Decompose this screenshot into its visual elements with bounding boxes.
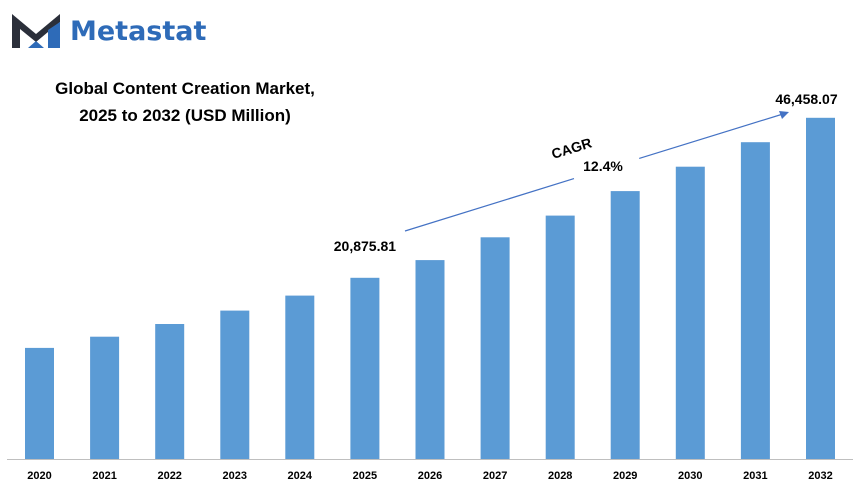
x-tick-label: 2027: [483, 470, 507, 482]
data-label-2032: 46,458.07: [775, 91, 837, 107]
bar-2025: [350, 277, 380, 459]
cagr-arrow-segment: [404, 178, 575, 232]
x-tick-label: 2030: [678, 470, 702, 482]
data-labels: 20,875.81 46,458.07: [334, 91, 838, 254]
bar-2024: [285, 295, 315, 459]
bar-2021: [90, 336, 120, 459]
bar-2029: [610, 191, 640, 459]
x-tick-label: 2025: [353, 470, 377, 482]
x-tick-label: 2032: [808, 470, 832, 482]
brand-name: Metastat: [70, 16, 207, 47]
cagr-value: 12.4%: [583, 158, 623, 174]
x-tick-label: 2020: [27, 470, 51, 482]
bar-2032: [806, 117, 835, 460]
x-tick-label: 2021: [92, 470, 116, 482]
bar-2023: [220, 310, 250, 459]
bar-2030: [675, 166, 705, 459]
bar-2027: [480, 237, 510, 459]
x-tick-label: 2022: [157, 470, 181, 482]
chart-title-line-2: 2025 to 2032 (USD Million): [79, 106, 291, 125]
bar-2020: [25, 347, 54, 459]
bar-2031: [740, 142, 770, 459]
x-tick-label: 2026: [418, 470, 442, 482]
cagr-arrow-head: [779, 111, 789, 119]
cagr-arrow-segment: [639, 113, 784, 159]
cagr-annotation: CAGR 12.4%: [404, 111, 789, 232]
data-label-2025: 20,875.81: [334, 238, 396, 254]
bars: [25, 117, 835, 460]
chart-title-line-1: Global Content Creation Market,: [55, 79, 315, 98]
x-tick-label: 2023: [223, 470, 247, 482]
x-tick-label: 2028: [548, 470, 572, 482]
bar-2022: [155, 324, 185, 459]
x-axis-tick-labels: 2020 2021 2022 2023 2024 2025 2026 2027 2028 2029…: [27, 470, 832, 482]
x-tick-label: 2024: [288, 470, 313, 482]
x-tick-label: 2031: [743, 470, 767, 482]
bar-2028: [545, 215, 575, 459]
x-tick-label: 2029: [613, 470, 637, 482]
metastat-logo-icon: [12, 14, 60, 48]
bar-2026: [415, 260, 445, 459]
brand-logo: Metastat: [12, 14, 207, 48]
